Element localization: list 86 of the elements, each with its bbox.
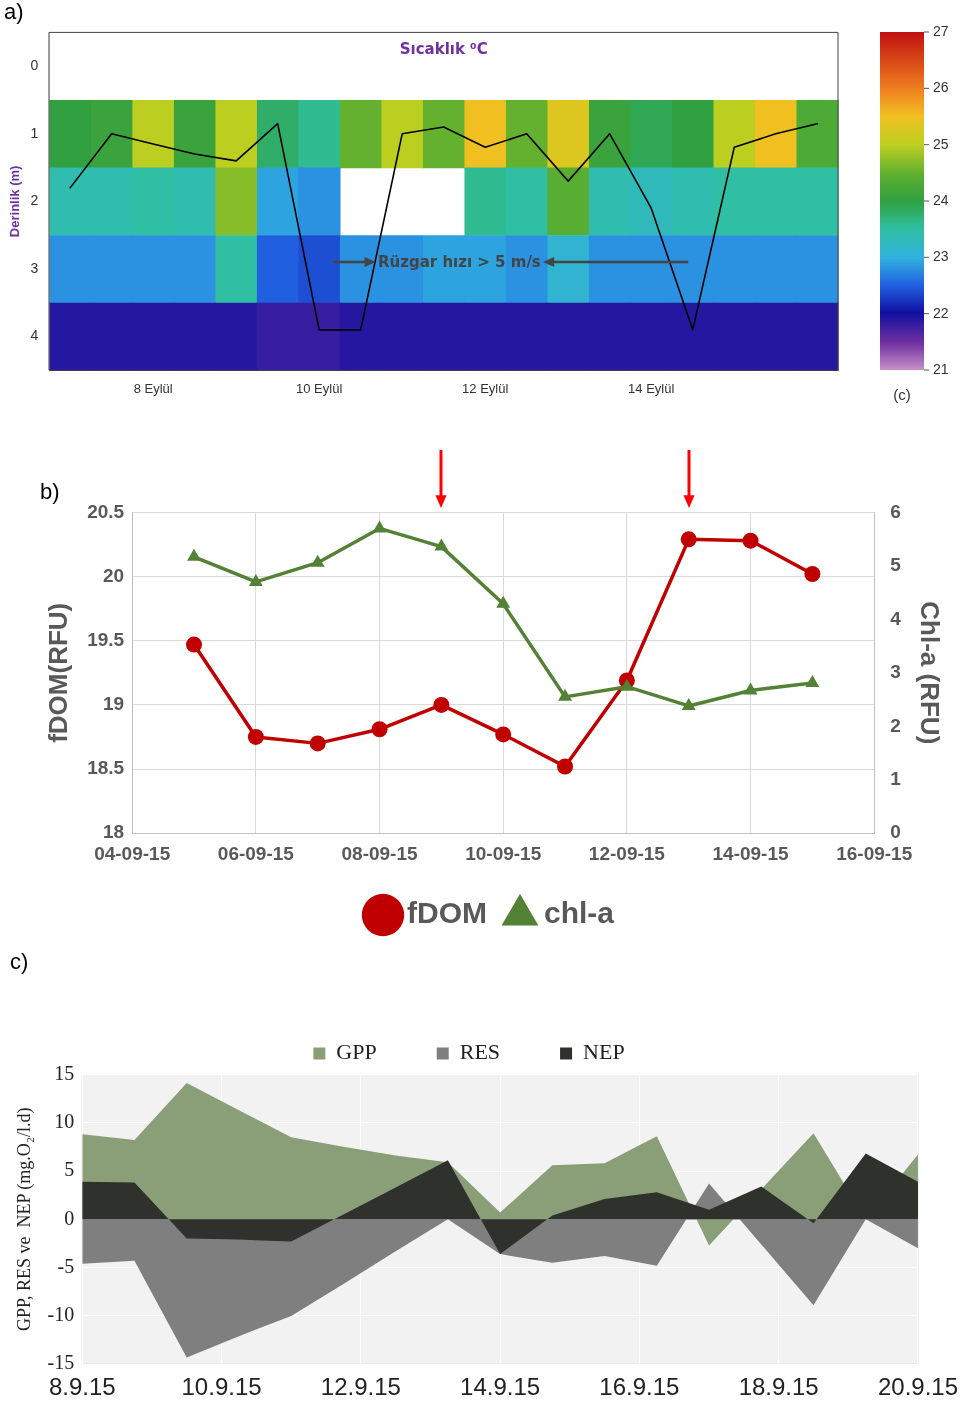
x-tick-label: 10 Eylül <box>296 380 343 396</box>
x-tick-label: 12.9.15 <box>320 1373 401 1401</box>
chart-title: a) <box>4 0 24 25</box>
x-tick-label: 04-09-15 <box>94 842 171 864</box>
y2-axis-title: Chl-a (RFU) <box>915 601 946 745</box>
y-tick-label: 3 <box>30 259 39 276</box>
color-bar-label: 27 <box>933 22 949 39</box>
x-tick-label: 12 Eylül <box>462 380 509 396</box>
y-tick-label: 0 <box>64 1206 75 1229</box>
y-tick-label: 15 <box>54 1061 75 1084</box>
color-bar-label: 24 <box>933 191 949 208</box>
legend-label: NEP <box>583 1039 625 1065</box>
y-tick-label: 20 <box>103 564 125 586</box>
point <box>743 682 758 695</box>
annotation: Rüzgar hızı > 5 m/s <box>377 253 541 272</box>
x-tick-label: 14-09-15 <box>712 842 790 864</box>
y2-tick-label: 2 <box>890 714 901 736</box>
point <box>372 520 387 533</box>
color-bar-label: 21 <box>933 360 949 377</box>
y-axis-title: Derinlik (m) <box>7 165 23 238</box>
x-tick-label: 16-09-15 <box>836 842 913 864</box>
legend-label: fDOM <box>407 896 487 930</box>
y2-tick-label: 6 <box>890 500 901 522</box>
point <box>804 565 821 582</box>
y-tick-label: 5 <box>64 1158 75 1181</box>
color-bar-label: 23 <box>933 248 949 265</box>
point <box>495 726 512 743</box>
y-tick-label: 2 <box>30 192 39 209</box>
y-tick-label: -5 <box>57 1254 75 1277</box>
point <box>742 532 759 549</box>
color-bar-label: 22 <box>933 304 949 321</box>
point <box>434 538 449 551</box>
y-tick-label: 18 <box>103 821 125 843</box>
y-tick-label: 19 <box>103 693 125 715</box>
color-bar-title: (c) <box>893 386 911 404</box>
point <box>248 573 263 586</box>
y2-tick-label: 4 <box>890 607 902 629</box>
x-tick-label: 06-09-15 <box>217 842 295 864</box>
text: Sıcaklık ⁰C <box>399 40 488 59</box>
y-tick-label: 19.5 <box>87 628 125 650</box>
point <box>496 595 511 608</box>
y2-tick-label: 3 <box>890 661 901 683</box>
point <box>309 735 326 752</box>
y2-tick-label: 5 <box>890 554 902 576</box>
point <box>681 697 696 710</box>
y-tick-label: 4 <box>30 327 39 344</box>
point <box>558 688 572 701</box>
x-tick-label: 10-09-15 <box>465 842 542 864</box>
y-tick-label: -10 <box>47 1303 75 1326</box>
x-tick-label: 14.9.15 <box>460 1373 541 1401</box>
x-tick-label: 8.9.15 <box>48 1373 116 1401</box>
y-tick-label: 0 <box>30 57 39 74</box>
point <box>371 721 388 738</box>
x-tick-label: 18.9.15 <box>738 1373 819 1401</box>
point <box>619 678 634 691</box>
point <box>310 554 325 567</box>
point <box>247 728 264 745</box>
legend-label: chl-a <box>543 896 615 930</box>
x-tick-label: 14 Eylül <box>628 380 675 396</box>
y-tick-label: -15 <box>47 1351 75 1374</box>
y-axis-title: fDOM(RFU) <box>42 602 73 743</box>
x-tick-label: 08-09-15 <box>341 842 418 864</box>
color-bar-label: 25 <box>933 135 949 152</box>
x-tick-label: 8 Eylül <box>133 380 173 396</box>
y-tick-label: 10 <box>54 1109 75 1132</box>
x-tick-label: 10.9.15 <box>181 1373 262 1401</box>
point <box>186 636 203 653</box>
y-tick-label: 20.5 <box>87 500 125 522</box>
legend-label: GPP <box>336 1039 377 1065</box>
chart-title: c) <box>10 949 29 975</box>
x-tick-label: 20.9.15 <box>877 1373 958 1401</box>
point <box>557 758 574 775</box>
legend-label: RES <box>459 1039 501 1065</box>
point <box>680 531 697 548</box>
y-axis-title: GPP, RES ve NEP (mg.O₂/l.d) <box>13 1107 35 1332</box>
y2-tick-label: 1 <box>890 767 902 789</box>
x-tick-label: 16.9.15 <box>599 1373 680 1401</box>
y-tick-label: 18.5 <box>87 757 125 779</box>
x-tick-label: 12-09-15 <box>588 842 666 864</box>
y2-tick-label: 0 <box>890 821 901 843</box>
y-tick-label: 1 <box>30 124 39 141</box>
color-bar-label: 26 <box>933 79 949 96</box>
chart-title: b) <box>40 479 60 505</box>
point <box>433 696 450 713</box>
point <box>187 548 201 561</box>
point <box>805 674 820 687</box>
